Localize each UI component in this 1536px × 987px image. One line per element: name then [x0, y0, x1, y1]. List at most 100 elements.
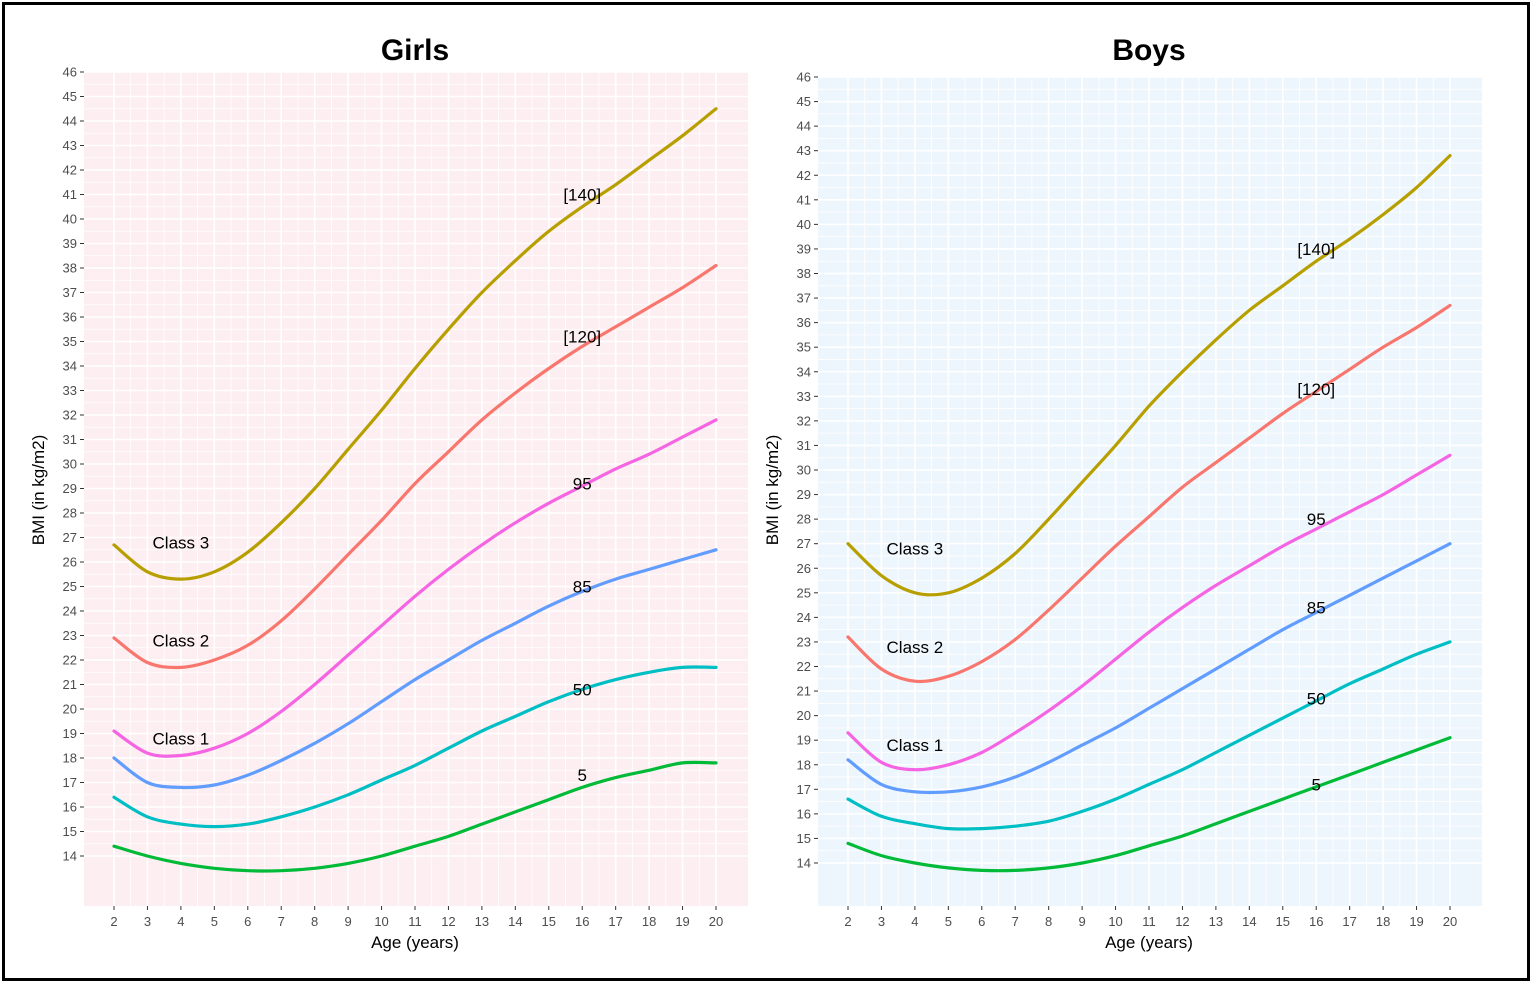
x-tick-label: 9 [344, 914, 351, 929]
y-tick-label: 38 [797, 266, 811, 281]
y-tick-label: 39 [797, 241, 811, 256]
x-tick-label: 17 [1342, 914, 1356, 929]
x-tick-label: 17 [608, 914, 622, 929]
girls-panel: Girls Age (years) BMI (in kg/m2) 14 15 16 1… [29, 34, 748, 952]
y-tick-label: 23 [797, 634, 811, 649]
y-tick-label: 19 [63, 726, 77, 741]
x-tick-label: 4 [177, 914, 184, 929]
annotation-label: Class 3 [887, 540, 944, 559]
x-tick-label: 2 [844, 914, 851, 929]
series-line-p120-girls [112, 263, 718, 670]
y-tick-label: 43 [797, 143, 811, 158]
y-tick-label: 37 [63, 285, 77, 300]
y-tick-label: 26 [63, 555, 77, 570]
annotation-label: Class 1 [887, 736, 944, 755]
x-tick-label: 15 [542, 914, 556, 929]
y-axis-label-girls: BMI (in kg/m2) [29, 435, 48, 546]
y-tick-label: 40 [797, 217, 811, 232]
y-tick-label: 44 [63, 114, 77, 129]
y-axis-label-boys: BMI (in kg/m2) [763, 435, 782, 546]
y-tick-label: 15 [797, 831, 811, 846]
y-tick-label: 19 [797, 733, 811, 748]
y-tick-label: 45 [63, 89, 77, 104]
x-tick-label: 9 [1078, 914, 1085, 929]
y-tick-label: 25 [797, 585, 811, 600]
y-tick-label: 46 [63, 65, 77, 80]
y-tick-label: 29 [63, 481, 77, 496]
x-tick-label: 20 [709, 914, 723, 929]
y-tick-label: 43 [63, 138, 77, 153]
y-tick-label: 17 [797, 782, 811, 797]
annotation-label: [140] [563, 186, 601, 205]
x-tick-label: 18 [642, 914, 656, 929]
y-axis-boys: 14 15 16 17 18 19 20 21 22 23 24 25 26 27 28 29 30 31 32 33… [797, 70, 818, 871]
annotation-label: 5 [577, 766, 586, 785]
y-tick-label: 41 [63, 187, 77, 202]
annotation-label: 50 [573, 680, 592, 699]
gridlines-boys [818, 76, 1482, 906]
series-line-p5-girls [112, 760, 718, 873]
x-tick-label: 3 [144, 914, 151, 929]
x-axis-boys: 2 3 4 5 6 7 8 9 10 11 12 13 14 15 16 17 18 19 20 [844, 906, 1457, 929]
annotation-label: Class 2 [887, 638, 944, 657]
x-tick-label: 16 [1309, 914, 1323, 929]
y-tick-label: 30 [63, 457, 77, 472]
y-tick-label: 35 [63, 334, 77, 349]
annotation-label: 50 [1307, 689, 1326, 708]
y-tick-label: 40 [63, 212, 77, 227]
annotation-label: 95 [1307, 510, 1326, 529]
y-tick-label: 26 [797, 561, 811, 576]
x-tick-label: 6 [978, 914, 985, 929]
y-tick-label: 30 [797, 463, 811, 478]
y-tick-label: 18 [797, 757, 811, 772]
x-tick-label: 20 [1443, 914, 1457, 929]
y-tick-label: 45 [797, 94, 811, 109]
series-line-p85-girls [112, 548, 718, 790]
x-tick-label: 5 [945, 914, 952, 929]
y-tick-label: 24 [63, 604, 77, 619]
y-tick-label: 14 [797, 856, 811, 871]
x-tick-label: 14 [508, 914, 522, 929]
y-tick-label: 17 [63, 775, 77, 790]
annotations-girls: Class 3 Class 2 Class 1 [140] [120] 95 85 50 5 [153, 186, 602, 786]
x-tick-label: 13 [1209, 914, 1223, 929]
y-tick-label: 22 [63, 653, 77, 668]
x-tick-label: 12 [1175, 914, 1189, 929]
x-tick-label: 14 [1242, 914, 1256, 929]
annotation-label: 95 [573, 475, 592, 494]
y-tick-label: 42 [797, 168, 811, 183]
y-tick-label: 20 [63, 702, 77, 717]
x-tick-label: 12 [441, 914, 455, 929]
annotation-label: 85 [1307, 599, 1326, 618]
x-tick-label: 16 [575, 914, 589, 929]
x-tick-label: 19 [675, 914, 689, 929]
y-tick-label: 14 [63, 849, 77, 864]
annotation-label: Class 2 [153, 631, 210, 650]
y-tick-label: 16 [63, 800, 77, 815]
x-tick-label: 2 [110, 914, 117, 929]
annotation-label: [120] [563, 328, 601, 347]
y-tick-label: 39 [63, 236, 77, 251]
chart-title-girls: Girls [381, 34, 449, 67]
y-tick-label: 35 [797, 340, 811, 355]
x-tick-label: 11 [408, 914, 422, 929]
y-tick-label: 33 [63, 383, 77, 398]
y-tick-label: 20 [797, 708, 811, 723]
y-tick-label: 42 [63, 163, 77, 178]
y-tick-label: 24 [797, 610, 811, 625]
y-tick-label: 28 [797, 512, 811, 527]
y-tick-label: 37 [797, 291, 811, 306]
series-line-p95-girls [112, 418, 718, 758]
boys-panel: Boys Age (years) BMI (in kg/m2) 14 15 16 17… [763, 34, 1482, 952]
y-tick-label: 46 [797, 70, 811, 85]
x-axis-label-girls: Age (years) [371, 933, 459, 952]
series-line-p5-boys [846, 736, 1452, 873]
y-tick-label: 33 [797, 389, 811, 404]
y-tick-label: 16 [797, 806, 811, 821]
y-axis-girls: 14 15 16 17 18 19 20 21 22 23 24 25 26 27 28 29 30 31 32 33… [63, 65, 84, 864]
y-tick-label: 22 [797, 659, 811, 674]
x-axis-label-boys: Age (years) [1105, 933, 1193, 952]
x-tick-label: 7 [278, 914, 285, 929]
chart-title-boys: Boys [1112, 34, 1185, 67]
